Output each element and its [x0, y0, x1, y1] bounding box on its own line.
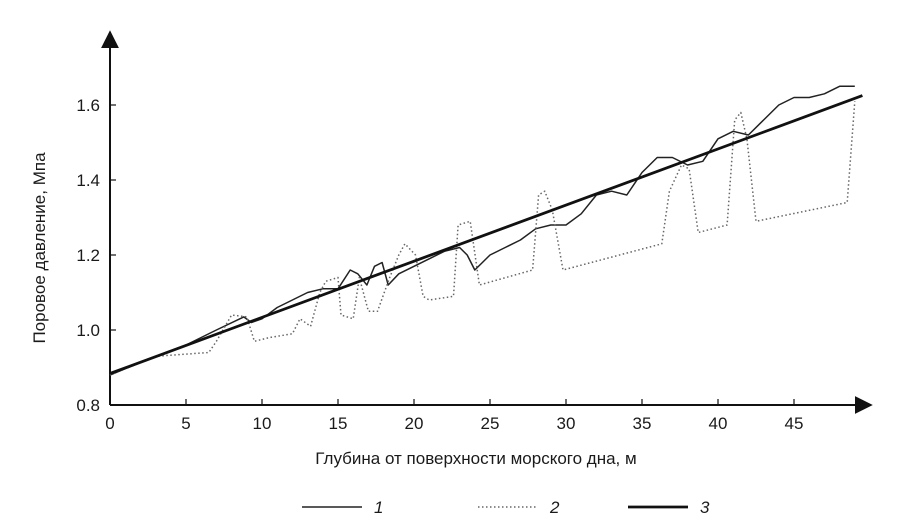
legend-label-3: 3	[700, 498, 710, 517]
y-tick-label: 1.2	[76, 246, 100, 265]
y-tick-label: 0.8	[76, 396, 100, 415]
x-tick-label: 15	[329, 414, 348, 433]
y-tick-label: 1.4	[76, 171, 100, 190]
legend-label-1: 1	[374, 498, 383, 517]
series-3-line	[109, 94, 863, 375]
y-tick-label: 1.6	[76, 96, 100, 115]
x-tick-label: 20	[405, 414, 424, 433]
x-tick-label: 45	[785, 414, 804, 433]
axes	[101, 30, 873, 414]
x-tick-label: 5	[181, 414, 190, 433]
series-2-line	[109, 101, 856, 376]
x-tick-label: 40	[709, 414, 728, 433]
x-tick-label: 25	[481, 414, 500, 433]
legend-label-2: 2	[549, 498, 560, 517]
x-tick-label: 10	[253, 414, 272, 433]
ticks: 0 5 10 15 20 25 30 35 40 45 0.8 1.0 1.2 1.4 1.6	[76, 96, 803, 433]
x-axis-label: Глубина от поверхности морского дна, м	[315, 449, 636, 468]
series-1-line	[109, 85, 855, 376]
x-tick-label: 35	[633, 414, 652, 433]
legend: 1 2 3	[302, 498, 710, 517]
series-layer	[109, 85, 863, 376]
x-tick-label: 30	[557, 414, 576, 433]
y-tick-label: 1.0	[76, 321, 100, 340]
y-axis-label: Поровое давление, Мпа	[30, 152, 49, 344]
x-tick-label: 0	[105, 414, 114, 433]
